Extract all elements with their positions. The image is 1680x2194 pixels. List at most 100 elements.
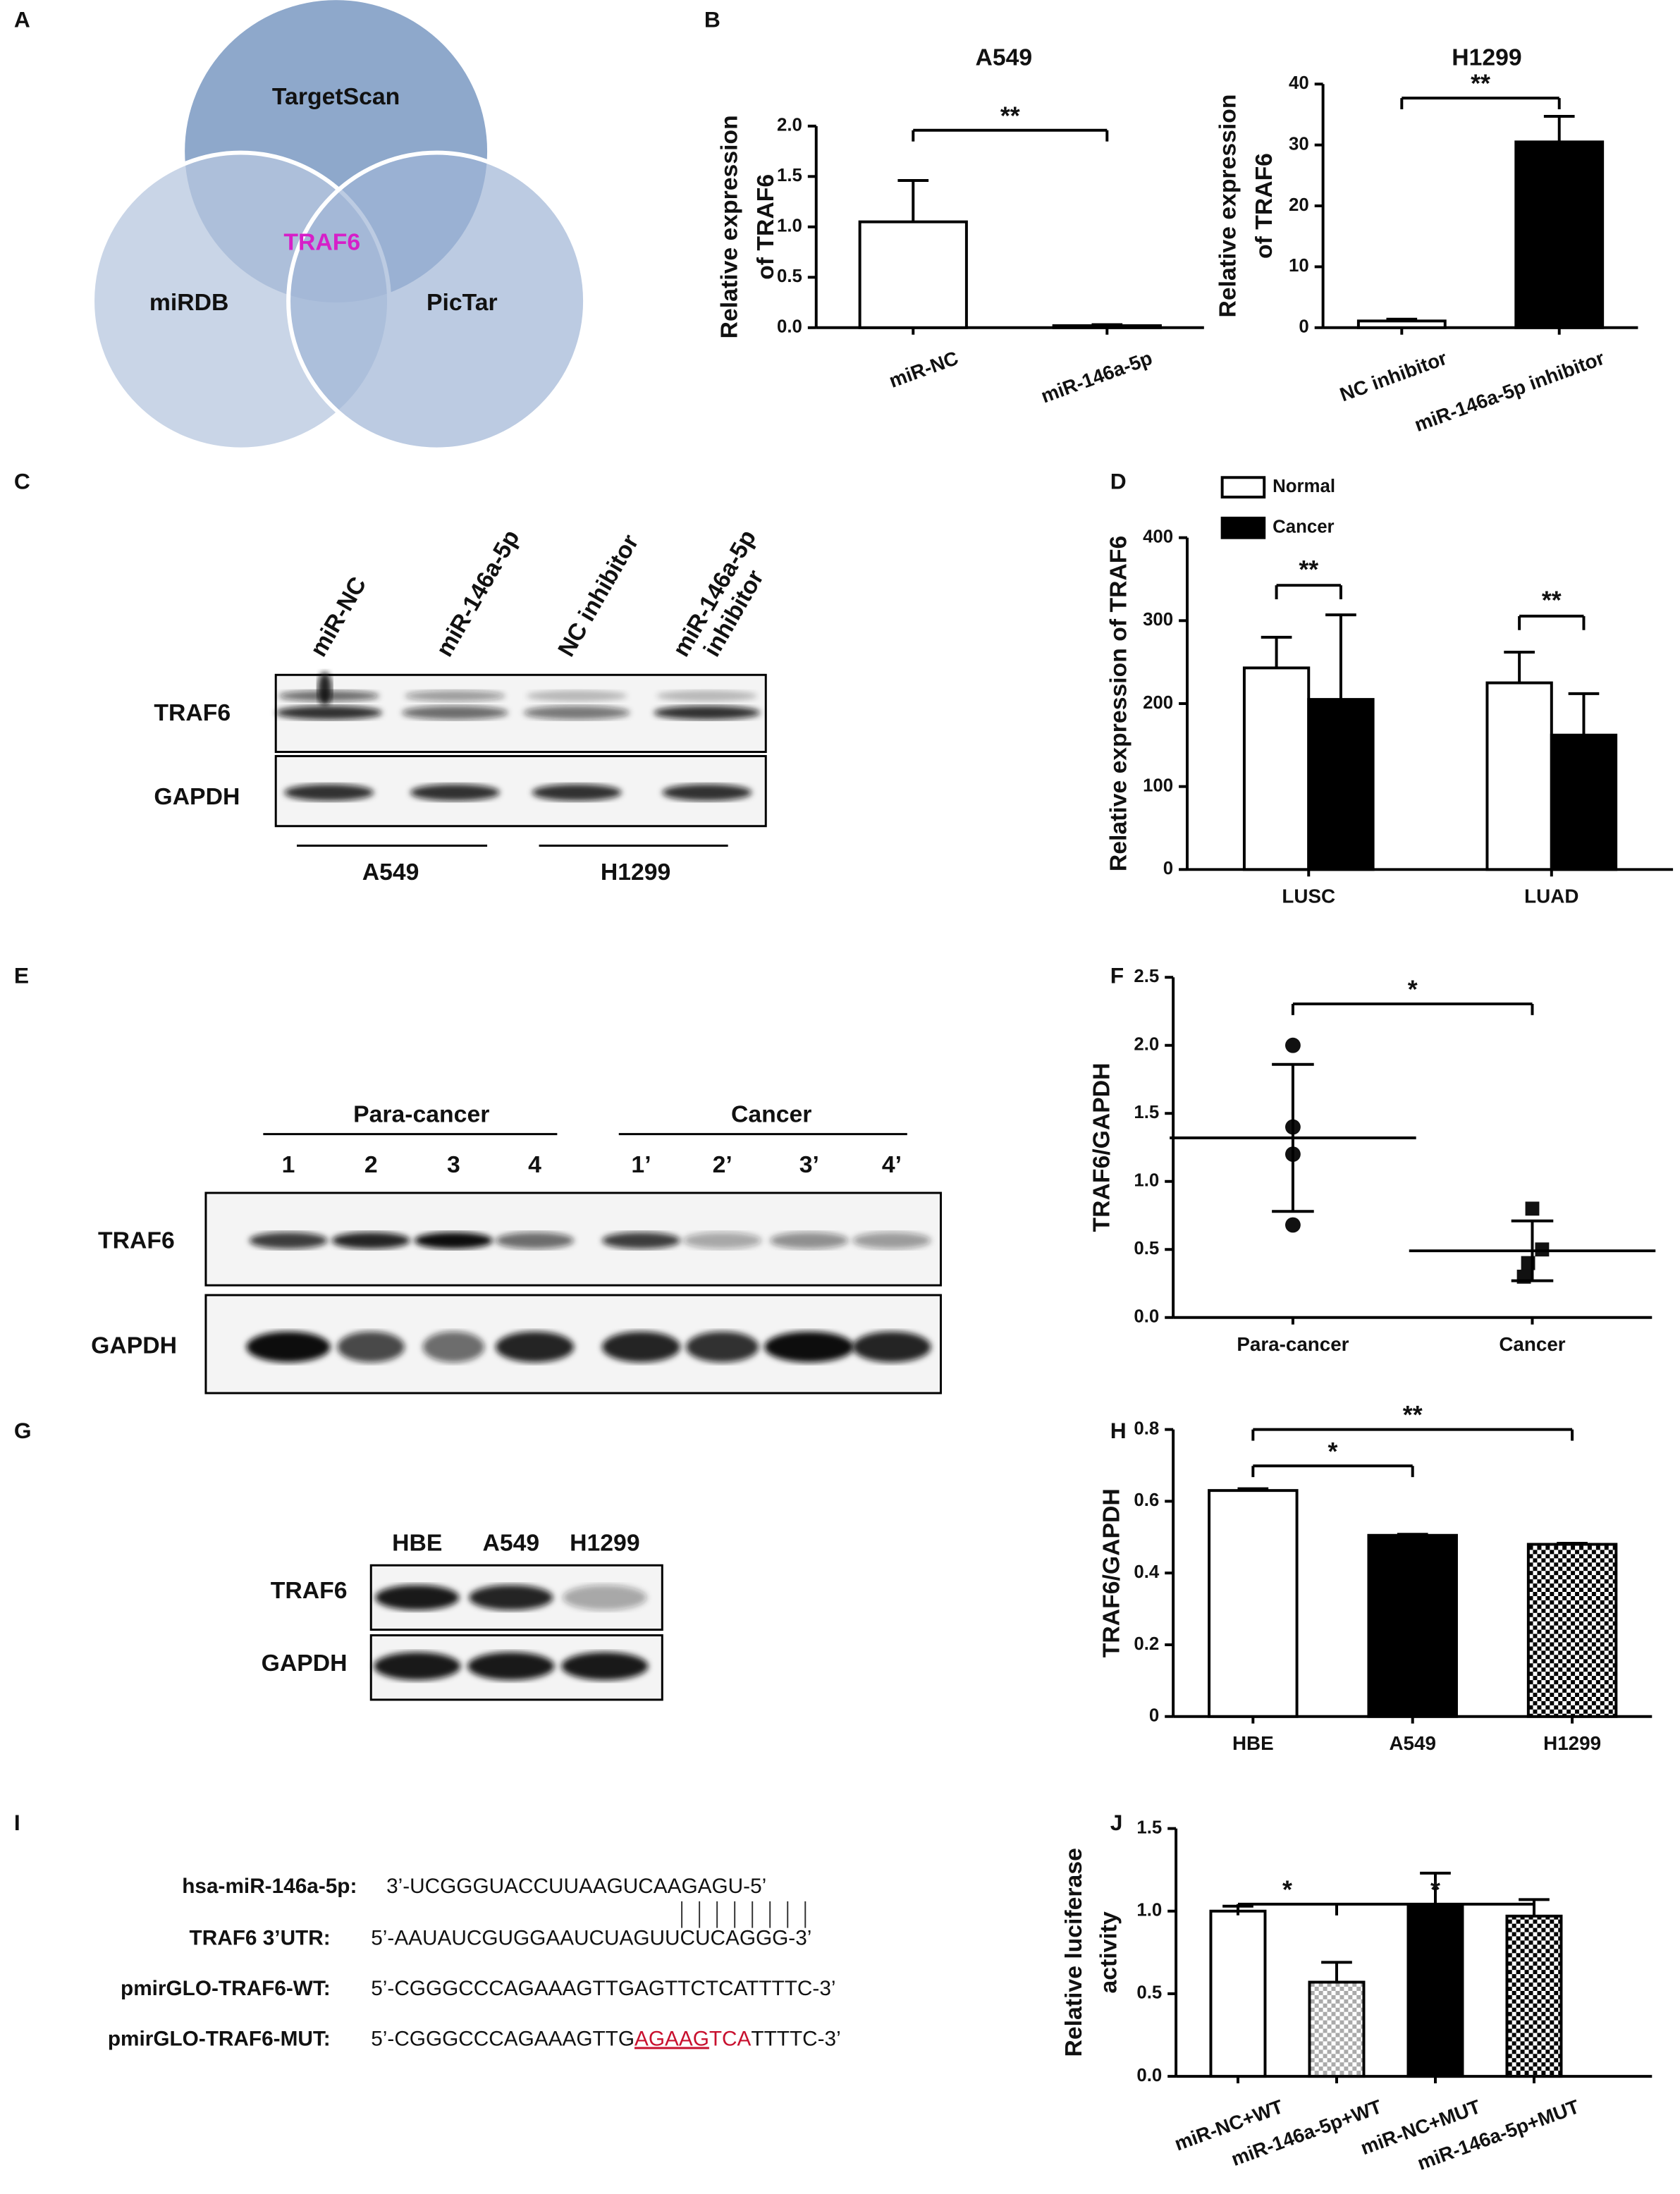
y-tick-label: 0.0: [1134, 1307, 1159, 1327]
y-axis-label: Relative expression of TRAF6: [1105, 536, 1132, 871]
bar: [1209, 1909, 1267, 2078]
sig-label: **: [1403, 1401, 1423, 1429]
sequence: 5’-CGGGCCCAGAAAGTTGAGTTCTCATTTTC-3’: [371, 1977, 835, 2000]
y-tick-label: 1.5: [1134, 1103, 1159, 1122]
row-label: TRAF6: [98, 1227, 175, 1254]
sequence-part: TCA: [709, 2027, 752, 2050]
sequence-part: 3’-UCGGGUACCUUAAGUCAAGAGU-5’: [386, 1875, 766, 1898]
panel-label: D: [1110, 469, 1127, 494]
lane-label: miR-NC: [305, 572, 372, 661]
row-label: GAPDH: [91, 1332, 177, 1359]
x-tick-label: NC inhibitor: [1337, 347, 1449, 406]
y-tick-label: 2.0: [1134, 1035, 1159, 1055]
y-tick-label: 0: [1149, 1706, 1159, 1726]
panel-label: G: [14, 1418, 32, 1443]
bar: [858, 220, 968, 329]
blot-band: [495, 1232, 575, 1249]
blot-band: [374, 1652, 461, 1681]
y-tick-label: 1.5: [777, 166, 802, 185]
blot-band: [656, 690, 758, 702]
x-tick-label: A549: [1389, 1732, 1435, 1754]
bar: [1526, 1543, 1618, 1718]
blot-band: [331, 1232, 410, 1249]
bar: [1307, 698, 1375, 871]
sequence-label: pmirGLO-TRAF6-WT:: [121, 1977, 331, 2000]
blot-band: [654, 705, 761, 720]
y-axis-label: of TRAF6: [1251, 153, 1277, 259]
blot-band: [563, 1585, 647, 1610]
blot-band: [601, 1331, 681, 1363]
lane-label: A549: [482, 1529, 539, 1556]
data-point: [1525, 1201, 1540, 1216]
blot-band: [532, 784, 622, 801]
lane-label: 3: [447, 1151, 460, 1178]
blot-band: [317, 672, 332, 706]
x-tick-label: LUSC: [1282, 885, 1335, 907]
y-tick-label: 0.5: [777, 266, 802, 286]
panel-label: A: [14, 6, 30, 32]
sequence-part: 5’-CGGGCCCAGAAAGTTG: [371, 2027, 634, 2050]
blot-band: [662, 784, 752, 801]
y-tick-label: 1.0: [1136, 1901, 1162, 1920]
group-label: Cancer: [731, 1101, 811, 1128]
sig-label: *: [1408, 976, 1418, 1004]
sequence: 5’-CGGGCCCAGAAAGTTGAGAAGTCATTTTC-3’: [371, 2027, 840, 2050]
row-label: TRAF6: [271, 1577, 348, 1604]
y-tick-label: 400: [1143, 527, 1173, 546]
venn-label: PicTar: [427, 289, 498, 316]
x-tick-label: LUAD: [1524, 885, 1578, 907]
lane-label: 4: [528, 1151, 541, 1178]
x-tick-label: miR-NC: [886, 347, 961, 392]
venn-label: miRDB: [149, 289, 229, 316]
blot-band: [284, 784, 374, 801]
x-tick-label: Para-cancer: [1237, 1333, 1349, 1355]
venn-circle: [286, 150, 588, 452]
sequence: 3’-UCGGGUACCUUAAGUCAAGAGU-5’: [386, 1875, 766, 1898]
blot-band: [469, 1585, 553, 1610]
blot-band: [523, 705, 630, 720]
sig-label: *: [1328, 1438, 1338, 1466]
y-axis-label: Relative expression: [1214, 94, 1241, 317]
y-tick-label: 300: [1143, 610, 1173, 630]
y-axis-label: TRAF6/GAPDH: [1098, 1488, 1125, 1657]
y-axis-label: of TRAF6: [752, 174, 779, 280]
blot-band: [561, 1652, 649, 1681]
panel-label: J: [1110, 1810, 1123, 1835]
y-tick-label: 1.5: [1136, 1818, 1162, 1837]
lane-label: 2’: [713, 1151, 732, 1178]
chart-title: A549: [975, 44, 1032, 71]
sequence: 5’-AAUAUCGUGGAAUCUAGUUCUCAGGG-3’: [371, 1926, 811, 1949]
panel-label: H: [1110, 1418, 1127, 1443]
y-tick-label: 2.5: [1134, 967, 1159, 986]
y-axis-label: TRAF6/GAPDH: [1089, 1062, 1115, 1232]
blot-band: [337, 1331, 405, 1363]
panel-label: E: [14, 963, 29, 988]
blot-band: [764, 1331, 854, 1363]
blot-band: [422, 1331, 485, 1363]
bar: [1308, 1980, 1366, 2078]
blot-band: [249, 1232, 328, 1249]
row-label: GAPDH: [262, 1650, 348, 1677]
blot-band: [467, 1652, 555, 1681]
chart-title: H1299: [1452, 44, 1521, 71]
y-axis-label: Relative luciferase: [1060, 1848, 1087, 2057]
y-tick-label: 2.0: [777, 116, 802, 135]
bar: [1505, 1914, 1563, 2078]
blot-band: [852, 1331, 931, 1363]
y-tick-label: 1.0: [1134, 1171, 1159, 1191]
venn-intersection: TRAF6: [283, 229, 360, 256]
x-tick-label: HBE: [1232, 1732, 1274, 1754]
y-tick-label: 100: [1143, 776, 1173, 795]
lane-label: 3’: [799, 1151, 819, 1178]
panel-label: B: [704, 6, 721, 32]
group-label: Para-cancer: [353, 1101, 489, 1128]
legend-swatch: [1220, 476, 1266, 499]
x-tick-label: miR-146a-5p: [1038, 347, 1155, 407]
sequence-label: pmirGLO-TRAF6-MUT:: [108, 2027, 331, 2050]
y-tick-label: 40: [1289, 73, 1309, 93]
sequence-part: 5’-CGGGCCCAGAAAGTTGAGTTCTCATTTTC-3’: [371, 1977, 835, 2000]
blot-band: [276, 705, 383, 720]
y-axis-label: Relative expression: [716, 115, 743, 338]
